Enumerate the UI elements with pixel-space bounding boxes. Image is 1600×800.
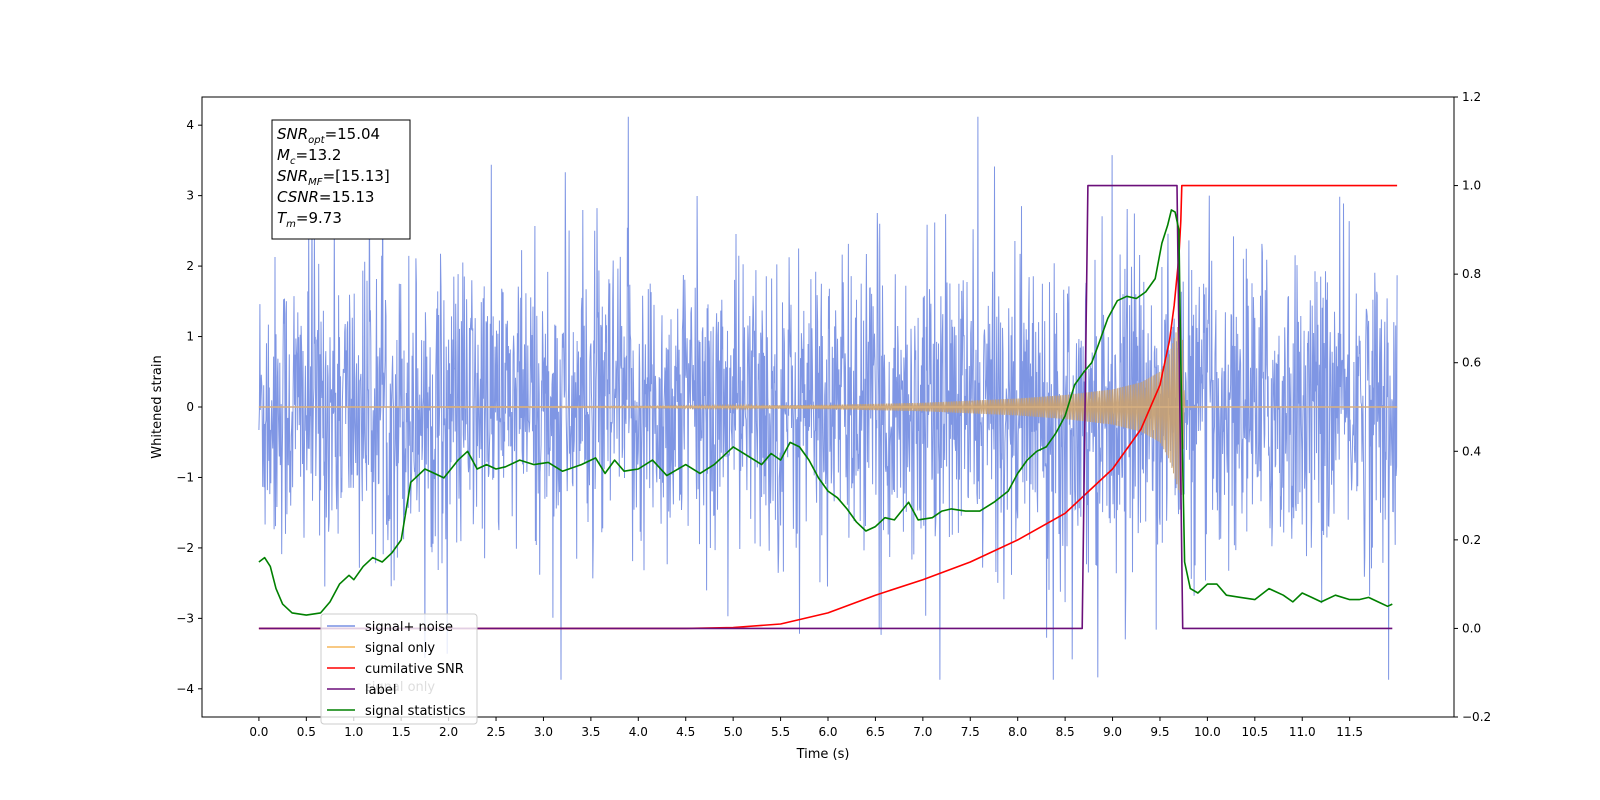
x-tick-label: 5.0 bbox=[724, 725, 743, 739]
annotation-line: CSNR=15.13 bbox=[277, 188, 374, 206]
y-tick-label-left: 2 bbox=[186, 259, 194, 273]
annotation-line: Tm=9.73 bbox=[277, 209, 342, 230]
x-axis-label: Time (s) bbox=[796, 747, 850, 762]
y-tick-label-right: 0.4 bbox=[1462, 444, 1481, 458]
axes-layer: 0.0 0.5 1.0 1.5 2.0 2.5 3.0 3.5 4.0 4.5 5.0 5.5 6.0 6… bbox=[176, 90, 1491, 739]
y-tick-label-right: 0.8 bbox=[1462, 267, 1481, 281]
y-tick-label-left: −1 bbox=[176, 470, 194, 484]
x-tick-label: 10.5 bbox=[1241, 725, 1268, 739]
series-signal-statistics bbox=[258, 209, 1393, 616]
y-tick-label-left: −4 bbox=[176, 682, 194, 696]
x-tick-label: 1.5 bbox=[392, 725, 411, 739]
y-tick-label-left: 4 bbox=[186, 118, 194, 132]
annotation-frame bbox=[271, 119, 411, 240]
legend: signal only signal+ noise signal only cumil… bbox=[320, 613, 478, 725]
x-tick-label: 7.5 bbox=[961, 725, 980, 739]
x-tick-label: 8.0 bbox=[1008, 725, 1027, 739]
series-signal-noise bbox=[258, 116, 1398, 680]
legend-frame bbox=[320, 613, 478, 725]
y-tick-label-left: 0 bbox=[186, 400, 194, 414]
y-tick-label-right: 0.6 bbox=[1462, 356, 1481, 370]
x-tick-label: 11.0 bbox=[1289, 725, 1316, 739]
x-tick-label: 4.5 bbox=[676, 725, 695, 739]
y-tick-label-right: 0.2 bbox=[1462, 533, 1481, 547]
legend-label: signal statistics bbox=[365, 704, 466, 719]
x-tick-label: 9.5 bbox=[1150, 725, 1169, 739]
x-tick-label: 2.5 bbox=[486, 725, 505, 739]
y-tick-label-left: −2 bbox=[176, 541, 194, 555]
x-tick-label: 0.0 bbox=[249, 725, 268, 739]
legend-hidden-text: signal only bbox=[365, 680, 435, 695]
y-axis-label: Whitened strain bbox=[150, 355, 165, 458]
x-tick-label: 9.0 bbox=[1103, 725, 1122, 739]
legend-label: signal+ noise bbox=[365, 620, 453, 635]
y-tick-label-right: −0.2 bbox=[1462, 710, 1491, 724]
series-label bbox=[258, 184, 1393, 630]
x-tick-label: 4.0 bbox=[629, 725, 648, 739]
x-tick-label: 10.0 bbox=[1194, 725, 1221, 739]
y-tick-label-right: 1.2 bbox=[1462, 90, 1481, 104]
y-tick-label-right: 1.0 bbox=[1462, 179, 1481, 193]
x-tick-label: 1.0 bbox=[344, 725, 363, 739]
x-tick-label: 2.0 bbox=[439, 725, 458, 739]
x-tick-label: 3.0 bbox=[534, 725, 553, 739]
x-tick-label: 0.5 bbox=[297, 725, 316, 739]
legend-label: signal only bbox=[365, 641, 435, 656]
annotation-line: SNRMF=[15.13] bbox=[277, 167, 390, 188]
x-tick-label: 8.5 bbox=[1056, 725, 1075, 739]
x-tick-label: 7.0 bbox=[913, 725, 932, 739]
x-tick-label: 3.5 bbox=[581, 725, 600, 739]
y-tick-label-left: −3 bbox=[176, 611, 194, 625]
annotation-line: Mc=13.2 bbox=[277, 146, 341, 167]
x-tick-label: 11.5 bbox=[1336, 725, 1363, 739]
x-tick-label: 6.0 bbox=[818, 725, 837, 739]
legend-label: label bbox=[365, 683, 396, 698]
y-tick-label-left: 3 bbox=[186, 189, 194, 203]
annotation-line: SNRopt=15.04 bbox=[277, 125, 380, 146]
annotation-box: SNRopt=15.04Mc=13.2SNRMF=[15.13]CSNR=15.… bbox=[271, 119, 411, 240]
y-tick-label-right: 0.0 bbox=[1462, 621, 1481, 635]
x-tick-label: 5.5 bbox=[771, 725, 790, 739]
x-tick-label: 6.5 bbox=[866, 725, 885, 739]
y-tick-label-left: 1 bbox=[186, 330, 194, 344]
legend-label: cumilative SNR bbox=[365, 662, 464, 677]
series-layer bbox=[258, 116, 1398, 680]
plot-area bbox=[258, 116, 1398, 680]
